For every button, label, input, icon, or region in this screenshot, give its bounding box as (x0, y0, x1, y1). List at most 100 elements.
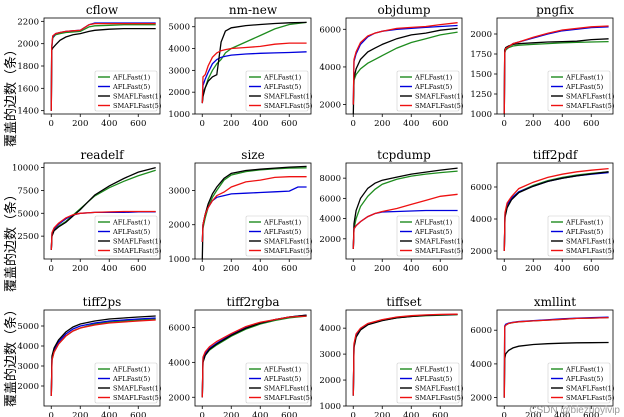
legend-label: SMAFLFast(1) (566, 384, 615, 392)
legend-label: SMAFLFast(1) (264, 384, 313, 392)
legend-box (547, 362, 611, 404)
series-line-AFLFast(1) (352, 31, 458, 105)
legend-label: AFLFast(5) (414, 83, 453, 91)
watermark: CSDN @biezuoyivip (529, 405, 620, 416)
y-tick-label: 1000 (470, 110, 492, 120)
x-tick-label: 200 (72, 119, 88, 129)
legend-label: SMAFLFast(1) (113, 237, 162, 245)
series-line-SMAFLFast(5) (352, 193, 458, 249)
subplot-title: tiff2rgba (226, 295, 279, 309)
legend-label: SMAFLFast(1) (264, 237, 313, 245)
y-tick-label: 4000 (470, 360, 492, 370)
legend-box (245, 215, 309, 257)
legend: AFLFast(1) AFLFast(5)SMAFLFast(1) SMAFLFas… (94, 70, 162, 112)
y-tick-label: 1600 (17, 84, 39, 94)
plot-frame (43, 309, 161, 407)
plot-frame (345, 309, 463, 407)
legend-label: AFLFast(1) (414, 73, 453, 81)
y-tick-label: 1000 (168, 255, 190, 265)
x-tick-label: 600 (130, 411, 146, 417)
legend-box (94, 362, 158, 404)
x-tick-label: 0 (351, 264, 356, 274)
plot-frame (496, 17, 614, 115)
series-line-SMAFLFast(5) (201, 42, 307, 104)
y-tick-label: 2200 (17, 17, 39, 27)
x-tick-label: 0 (49, 264, 54, 274)
subplot-tiff2ps: tiff2ps 0 200 400 600 2000 3000 4000 5000 AFLFast… (17, 295, 161, 417)
x-tick-label: 200 (223, 264, 239, 274)
x-tick-label: 200 (223, 119, 239, 129)
y-tick-label: 2000 (168, 221, 190, 231)
legend-label: SMAFLFast(1) (113, 384, 162, 392)
legend-label: AFLFast(5) (414, 228, 453, 236)
legend: AFLFast(1) AFLFast(5)SMAFLFast(1) SMAFLFas… (396, 215, 464, 257)
series-line-AFLFast(1) (352, 170, 458, 249)
y-tick-label: 1800 (17, 62, 39, 72)
y-axis-label-text-3: 覆盖的边数（条） (3, 303, 19, 407)
plot-frame (496, 162, 614, 260)
y-axis-label-row-3: 覆盖的边数（条） (0, 300, 20, 410)
series-line-SMAFLFast(5) (50, 319, 156, 397)
legend-label: AFLFast(5) (565, 228, 604, 236)
y-tick-label: 10000 (12, 164, 39, 174)
y-tick-label: 2000 (168, 393, 190, 403)
x-tick-label: 200 (223, 411, 239, 417)
y-tick-label: 2000 (319, 235, 341, 245)
y-tick-label: 8000 (319, 174, 341, 184)
plot-frame (345, 17, 463, 115)
y-tick-label: 4000 (319, 63, 341, 73)
plot-frame (194, 17, 312, 115)
legend-label: AFLFast(1) (112, 73, 151, 81)
series-line-SMAFLFast(5) (352, 22, 458, 105)
legend-label: AFLFast(5) (112, 375, 151, 383)
legend-label: SMAFLFast(5) (264, 394, 313, 402)
y-axis-label-row-1: 覆盖的边数（条） (0, 40, 20, 150)
y-tick-label: 5000 (168, 23, 190, 33)
y-tick-label: 6000 (470, 326, 492, 336)
series-line-SMAFLFast(5) (50, 22, 156, 111)
legend-label: AFLFast(1) (112, 218, 151, 226)
x-tick-label: 200 (374, 119, 390, 129)
y-tick-label: 1500 (470, 70, 492, 80)
legend-label: AFLFast(1) (565, 365, 604, 373)
x-tick-label: 400 (403, 264, 419, 274)
x-tick-label: 400 (101, 119, 117, 129)
x-tick-label: 0 (49, 411, 54, 417)
subplot-tcpdump: tcpdump 0 200 400 600 2000 4000 6000 8000 AFLFast… (319, 148, 463, 274)
legend-label: AFLFast(1) (263, 218, 302, 226)
x-tick-label: 600 (432, 411, 448, 417)
legend-label: AFLFast(5) (414, 375, 453, 383)
x-tick-label: 400 (554, 264, 570, 274)
x-tick-label: 0 (502, 119, 507, 129)
legend-label: AFLFast(5) (263, 83, 302, 91)
legend-label: SMAFLFast(5) (264, 247, 313, 255)
subplot-title: xmllint (534, 295, 576, 309)
y-tick-label: 1750 (470, 50, 492, 60)
y-tick-label: 5000 (17, 322, 39, 332)
legend-label: AFLFast(1) (263, 73, 302, 81)
legend-box (396, 362, 460, 404)
legend: AFLFast(1) AFLFast(5)SMAFLFast(1) SMAFLFas… (94, 215, 162, 257)
legend-box (94, 215, 158, 257)
legend: AFLFast(1) AFLFast(5)SMAFLFast(1) SMAFLFas… (396, 70, 464, 112)
series-line-SMAFLFast(1) (50, 315, 156, 397)
y-axis-label-text-1: 覆盖的边数（条） (3, 43, 19, 147)
legend-label: SMAFLFast(5) (264, 102, 313, 110)
series-line-SMAFLFast(5) (201, 315, 307, 398)
y-tick-label: 4000 (17, 342, 39, 352)
subplot-title: size (241, 148, 264, 162)
subplot-pngfix: pngfix 0 200 400 600 1000 1250 1500 1750 2000 AFLF… (470, 3, 614, 129)
series-line-SMAFLFast(1) (50, 27, 156, 111)
x-tick-label: 600 (281, 264, 297, 274)
y-tick-label: 3000 (319, 350, 341, 360)
x-tick-label: 200 (72, 411, 88, 417)
series-line-SMAFLFast(1) (352, 167, 458, 249)
y-tick-label: 3000 (168, 186, 190, 196)
legend: AFLFast(1) AFLFast(5)SMAFLFast(1) SMAFLFas… (245, 70, 313, 112)
x-tick-label: 0 (49, 119, 54, 129)
plot-frame (345, 162, 463, 260)
x-tick-label: 400 (403, 119, 419, 129)
legend-label: SMAFLFast(5) (415, 247, 464, 255)
